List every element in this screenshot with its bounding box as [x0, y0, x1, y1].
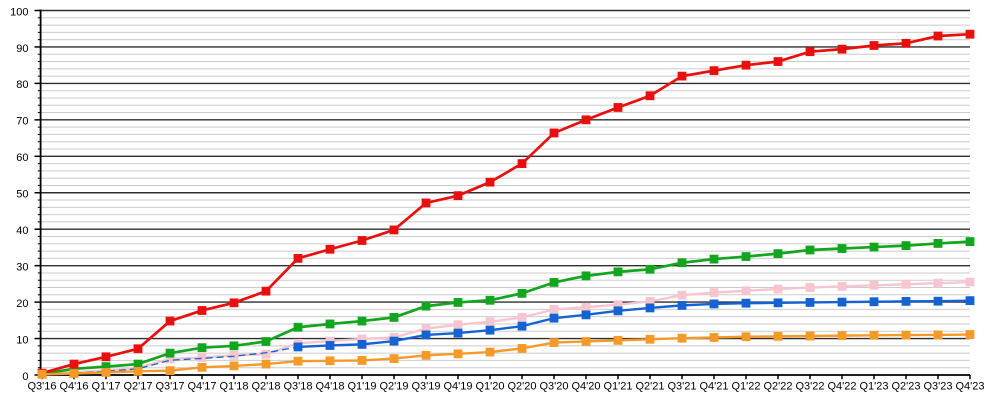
svg-text:Q1'23: Q1'23	[859, 380, 888, 392]
svg-text:Q4'22: Q4'22	[827, 380, 856, 392]
svg-text:50: 50	[16, 189, 28, 201]
svg-text:40: 40	[16, 225, 28, 237]
svg-text:Q4'18: Q4'18	[315, 380, 344, 392]
svg-text:Q3'21: Q3'21	[667, 380, 696, 392]
svg-text:Q3'19: Q3'19	[411, 380, 440, 392]
svg-text:20: 20	[16, 298, 28, 310]
svg-text:Q3'20: Q3'20	[539, 380, 568, 392]
svg-text:Q1'19: Q1'19	[347, 380, 376, 392]
svg-text:100: 100	[10, 6, 28, 18]
svg-text:Q1'20: Q1'20	[475, 380, 504, 392]
svg-text:80: 80	[16, 79, 28, 91]
svg-text:90: 90	[16, 43, 28, 55]
svg-text:60: 60	[16, 152, 28, 164]
svg-text:Q1'22: Q1'22	[731, 380, 760, 392]
svg-text:Q4'19: Q4'19	[443, 380, 472, 392]
svg-text:Q3'18: Q3'18	[283, 380, 312, 392]
svg-text:10: 10	[16, 334, 28, 346]
svg-text:Q2'23: Q2'23	[891, 380, 920, 392]
svg-text:Q2'18: Q2'18	[251, 380, 280, 392]
svg-text:0: 0	[22, 371, 28, 383]
svg-text:Q1'18: Q1'18	[219, 380, 248, 392]
svg-text:Q4'16: Q4'16	[59, 380, 88, 392]
svg-text:Q4'20: Q4'20	[571, 380, 600, 392]
svg-text:Q3'16: Q3'16	[27, 380, 56, 392]
svg-text:Q2'22: Q2'22	[763, 380, 792, 392]
svg-text:Q4'23: Q4'23	[955, 380, 984, 392]
svg-text:Q3'22: Q3'22	[795, 380, 824, 392]
svg-text:70: 70	[16, 116, 28, 128]
svg-text:Q3'17: Q3'17	[155, 380, 184, 392]
svg-text:Q2'21: Q2'21	[635, 380, 664, 392]
svg-text:Q4'17: Q4'17	[187, 380, 216, 392]
svg-text:Q3'23: Q3'23	[923, 380, 952, 392]
svg-text:30: 30	[16, 261, 28, 273]
svg-text:Q2'19: Q2'19	[379, 380, 408, 392]
svg-text:Q4'21: Q4'21	[699, 380, 728, 392]
svg-text:Q1'17: Q1'17	[91, 380, 120, 392]
svg-text:Q1'21: Q1'21	[603, 380, 632, 392]
svg-text:Q2'20: Q2'20	[507, 380, 536, 392]
svg-text:Q2'17: Q2'17	[123, 380, 152, 392]
